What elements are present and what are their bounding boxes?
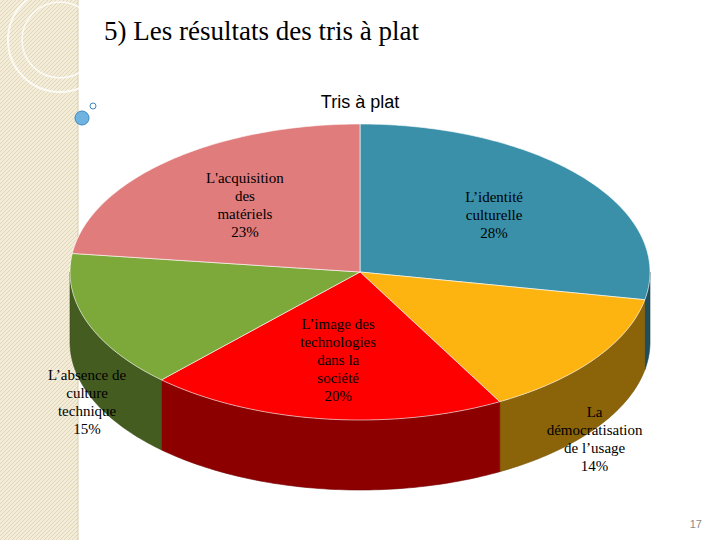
page-number: 17 bbox=[690, 518, 702, 530]
slice-category-line: société bbox=[317, 370, 359, 386]
slice-category-line: culture bbox=[66, 385, 108, 401]
slice-category-line: démocratisation bbox=[547, 422, 643, 438]
side-band bbox=[0, 0, 78, 540]
slice-value: 20% bbox=[324, 388, 352, 404]
slice-category: L’identité culturelle bbox=[465, 189, 523, 223]
slice-category-line: L’image des bbox=[302, 316, 375, 332]
pie-tops bbox=[70, 124, 650, 420]
deco-circle bbox=[8, 0, 112, 92]
slice-category-line: des bbox=[235, 188, 255, 204]
slice-value: 15% bbox=[73, 421, 101, 437]
deco-circle bbox=[22, 2, 98, 78]
pie-slice bbox=[72, 124, 360, 272]
slice-category: L'acquisition des matériels bbox=[206, 170, 284, 222]
slice-category-line: technique bbox=[58, 403, 117, 419]
slice-category-line: culturelle bbox=[466, 207, 523, 223]
slice-category-line: L'acquisition bbox=[206, 170, 284, 186]
slice-category: L’image des technologies dans la société bbox=[300, 316, 376, 386]
slice-value: 14% bbox=[581, 458, 609, 474]
pie-slice bbox=[360, 124, 650, 300]
slice-category-line: dans la bbox=[317, 352, 359, 368]
slice-category-line: matériels bbox=[217, 206, 272, 222]
slice-value: 23% bbox=[231, 224, 259, 240]
slice-category-line: technologies bbox=[300, 334, 376, 350]
slide-canvas: 5) Les résultats des tris à plat 17 Tris à… bbox=[0, 0, 720, 540]
slide: 5) Les résultats des tris à plat 17 Tris à… bbox=[0, 0, 720, 540]
slice-category: L’absence de culture technique bbox=[48, 367, 126, 419]
slice-category-line: de l’usage bbox=[564, 440, 626, 456]
deco-bubble bbox=[75, 111, 89, 125]
data-labels: L’identité culturelle 28% La démocratisation… bbox=[48, 170, 643, 474]
slide-heading: 5) Les résultats des tris à plat bbox=[104, 16, 419, 46]
chart-title: Tris à plat bbox=[321, 92, 399, 112]
slice-category-line: La bbox=[587, 404, 603, 420]
deco-bubble bbox=[90, 103, 96, 109]
slice-category-line: L’absence de bbox=[48, 367, 126, 383]
slice-value: 28% bbox=[480, 225, 508, 241]
slice-category: La démocratisation de l’usage bbox=[547, 404, 643, 456]
slice-category-line: L’identité bbox=[465, 189, 523, 205]
